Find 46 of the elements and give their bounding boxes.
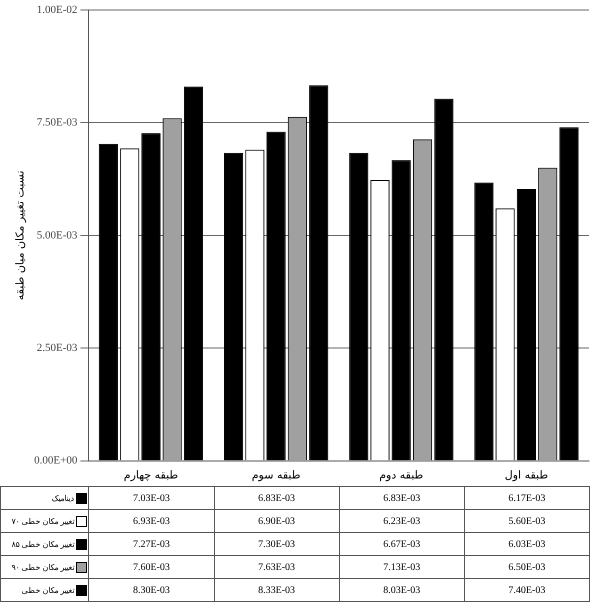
data-label: 7.63E-03	[214, 556, 340, 578]
bar	[98, 144, 118, 460]
data-label: 6.67E-03	[339, 532, 464, 556]
legend-label: تغییر مکان خطی ۸۵	[0, 532, 89, 556]
x-tick-label: طبقه سوم	[252, 468, 301, 482]
x-tick-label: طبقه چهارم	[124, 468, 178, 482]
data-label: 7.60E-03	[88, 556, 214, 578]
bar	[474, 182, 494, 460]
legend-label: تغییر مکان خطی ۹۰	[0, 556, 89, 578]
bar	[309, 85, 328, 460]
data-label: 7.27E-03	[88, 532, 214, 556]
legend-label: دینامیک	[0, 486, 89, 510]
bar	[141, 133, 161, 460]
data-label: 6.23E-03	[339, 510, 464, 532]
data-label: 6.17E-03	[464, 486, 590, 510]
data-label: 6.03E-03	[464, 532, 590, 556]
bar	[349, 152, 368, 460]
data-label: 8.30E-03	[88, 578, 214, 602]
data-label: 8.33E-03	[214, 578, 340, 602]
legend-label: تغییر مکان خطی	[0, 578, 89, 602]
x-tick-label: طبقه اول	[504, 468, 548, 482]
x-tick-label: طبقه دوم	[379, 468, 424, 482]
data-label: 7.03E-03	[88, 486, 214, 510]
data-label: 7.13E-03	[339, 556, 464, 578]
y-tick-label: 2.50E-03	[36, 342, 78, 354]
data-label: 8.03E-03	[339, 578, 464, 602]
bar	[392, 160, 411, 460]
bar	[434, 98, 454, 460]
y-tick-label: 1.00E-02	[36, 4, 78, 16]
y-tick-label: 7.50E-03	[36, 116, 78, 129]
data-label: 6.90E-03	[214, 510, 340, 532]
legend-label: تغییر مکان خطی ۷۰	[0, 510, 89, 532]
data-label: 7.40E-03	[464, 578, 590, 602]
bar	[224, 152, 244, 460]
data-label: 7.30E-03	[214, 532, 340, 556]
data-label: 6.83E-03	[339, 486, 464, 510]
bar	[266, 132, 286, 460]
y-tick-label: 0.00E+00	[34, 454, 78, 467]
data-label: 6.50E-03	[464, 556, 590, 578]
y-tick-label: 5.00E-03	[36, 229, 78, 242]
data-label: 6.93E-03	[88, 510, 214, 532]
y-axis-title: نسبت تغییر مکان میان طبقه	[13, 170, 26, 300]
data-label: 5.60E-03	[464, 510, 590, 532]
bar	[184, 86, 204, 460]
bar	[516, 188, 536, 460]
data-label: 6.83E-03	[214, 486, 340, 510]
